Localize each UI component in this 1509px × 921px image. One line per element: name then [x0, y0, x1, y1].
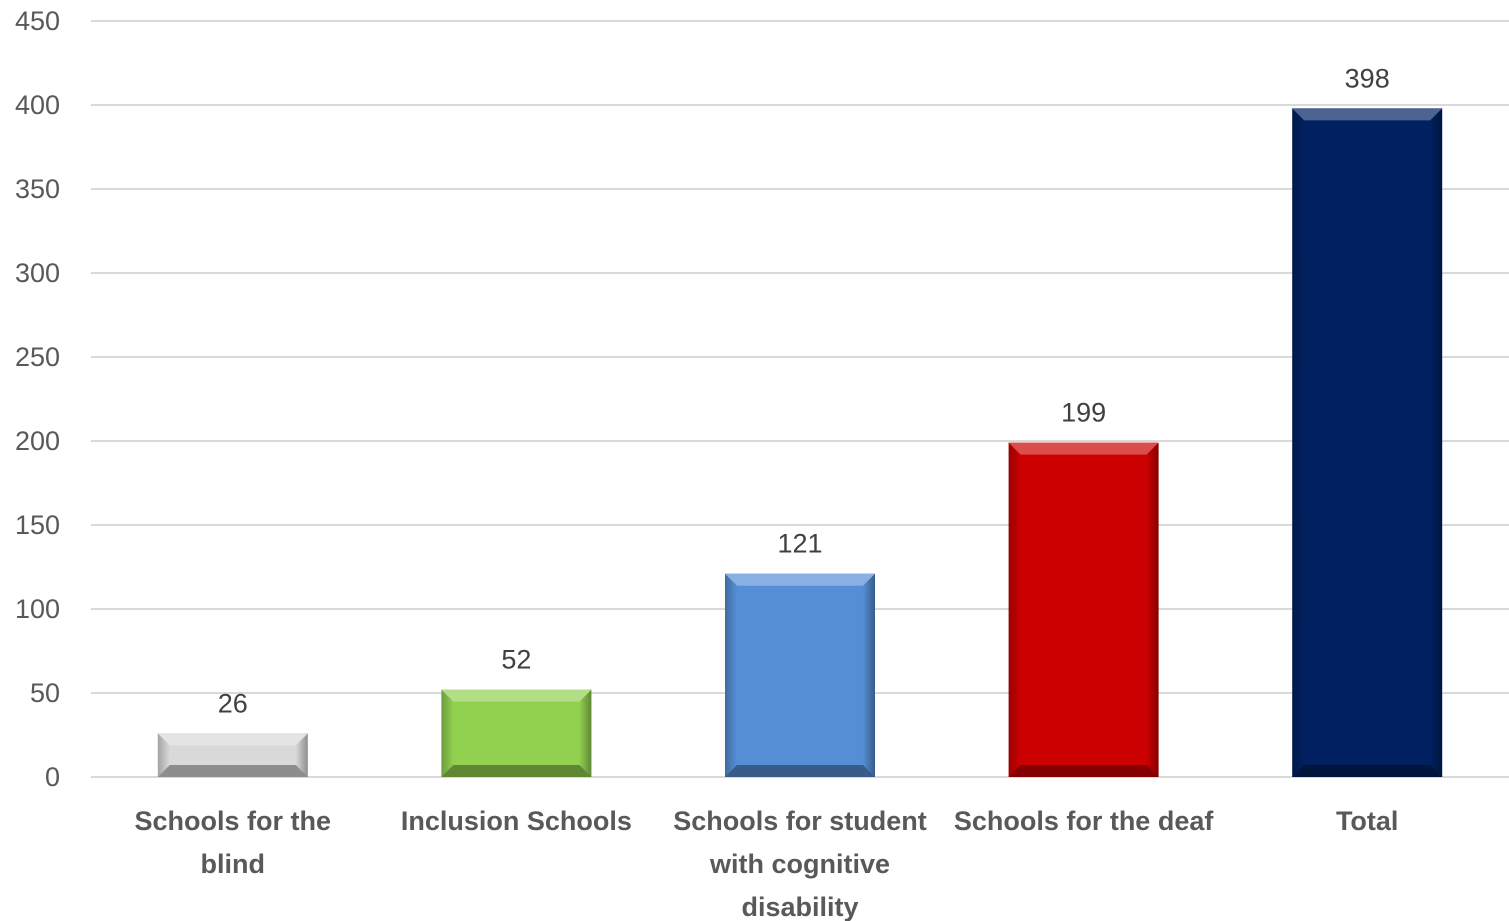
x-tick-label: Inclusion Schools — [401, 806, 632, 836]
bar-body — [1008, 442, 1159, 777]
y-tick-label: 100 — [15, 594, 60, 624]
bar-3 — [1008, 442, 1159, 777]
data-label: 199 — [1061, 398, 1106, 428]
bar-body — [441, 689, 592, 777]
x-tick-label: Schools for the blind — [135, 806, 332, 879]
y-tick-label: 50 — [30, 678, 60, 708]
bar-bevel-bottom — [1008, 765, 1159, 777]
bar-4 — [1292, 108, 1443, 778]
bar-bevel-bottom — [1292, 765, 1443, 777]
bar-1 — [441, 689, 592, 777]
gridlines — [91, 20, 1509, 778]
y-tick-label: 200 — [15, 426, 60, 456]
data-label: 52 — [501, 645, 531, 675]
y-tick-label: 150 — [15, 510, 60, 540]
bar-bevel-top — [1008, 442, 1159, 455]
bar-bevel-bottom — [441, 765, 592, 777]
data-label: 398 — [1345, 63, 1390, 93]
bars — [157, 108, 1443, 778]
bar-body — [725, 573, 875, 777]
y-tick-label: 0 — [45, 762, 60, 792]
bar-bevel-top — [1292, 108, 1443, 121]
bar-bevel-top — [441, 689, 592, 702]
bar-bevel-top — [725, 573, 875, 586]
y-tick-label: 350 — [15, 174, 60, 204]
x-tick-label: Schools for the deaf — [954, 806, 1215, 836]
y-tick-label: 300 — [15, 258, 60, 288]
x-tick-label: Total — [1336, 806, 1399, 836]
bar-bevel-bottom — [157, 765, 308, 777]
x-tick-label: Schools for student with cognitive disabil… — [673, 806, 927, 921]
bar-body — [1292, 108, 1443, 778]
data-label: 121 — [777, 529, 822, 559]
bar-2 — [725, 573, 875, 777]
y-tick-label: 450 — [15, 6, 60, 36]
y-axis: 0 50 100 150 200 250 300 350 400 450 — [15, 6, 60, 792]
x-axis: Schools for the blind Inclusion Schools Sch… — [135, 806, 1399, 921]
y-tick-label: 400 — [15, 90, 60, 120]
data-labels: 26 52 121 199 398 — [218, 63, 1390, 718]
bar-bevel-bottom — [725, 765, 875, 777]
y-tick-label: 250 — [15, 342, 60, 372]
bar-bevel-top — [157, 733, 308, 746]
data-label: 26 — [218, 688, 248, 718]
bar-0 — [157, 733, 308, 777]
